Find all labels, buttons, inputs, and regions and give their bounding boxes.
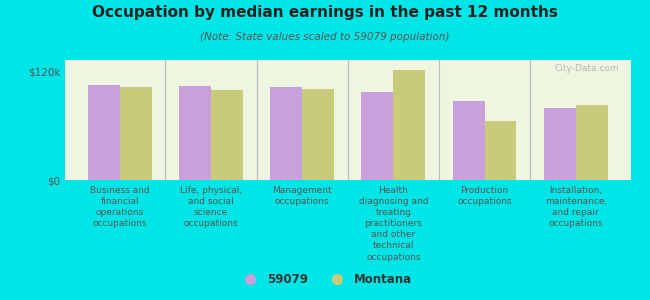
Bar bbox=[120, 87, 151, 180]
Legend: 59079, Montana: 59079, Montana bbox=[233, 269, 417, 291]
Text: Life, physical,
and social
science
occupations: Life, physical, and social science occup… bbox=[180, 186, 242, 228]
Bar bbox=[544, 108, 576, 180]
Bar bbox=[302, 89, 334, 180]
Text: (Note: State values scaled to 59079 population): (Note: State values scaled to 59079 popu… bbox=[200, 32, 450, 41]
Bar bbox=[361, 92, 393, 180]
Bar bbox=[88, 85, 120, 180]
Text: Business and
financial
operations
occupations: Business and financial operations occupa… bbox=[90, 186, 150, 228]
Text: Occupation by median earnings in the past 12 months: Occupation by median earnings in the pas… bbox=[92, 4, 558, 20]
Bar bbox=[179, 86, 211, 180]
Text: Production
occupations: Production occupations bbox=[457, 186, 512, 206]
Text: City-Data.com: City-Data.com bbox=[554, 64, 619, 73]
Bar bbox=[576, 105, 608, 180]
Bar bbox=[270, 87, 302, 180]
Bar bbox=[452, 100, 484, 180]
Bar bbox=[393, 70, 425, 180]
Bar bbox=[211, 90, 243, 180]
Text: Health
diagnosing and
treating
practitioners
and other
technical
occupations: Health diagnosing and treating practitio… bbox=[359, 186, 428, 262]
Text: Installation,
maintenance,
and repair
occupations: Installation, maintenance, and repair oc… bbox=[545, 186, 607, 228]
Bar bbox=[484, 122, 517, 180]
Text: Management
occupations: Management occupations bbox=[272, 186, 332, 206]
